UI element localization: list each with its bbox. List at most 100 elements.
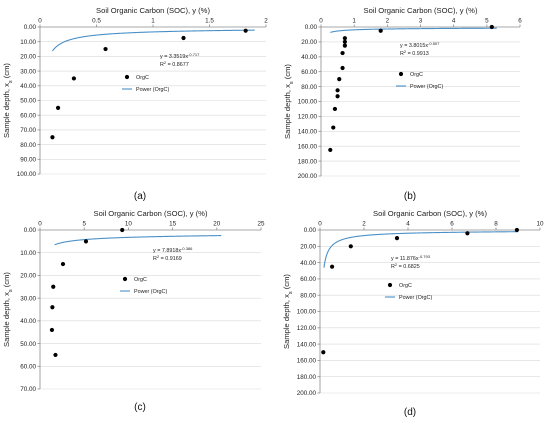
y-tick-label: 20.00 [301,39,317,46]
x-tick-label: 0 [38,221,42,228]
y-tick-label: 180.00 [297,374,317,381]
legend-marker-orgc [122,276,128,282]
panel-label: (a) [134,191,146,202]
y-axis-title: Sample depth, xs (cm) [283,64,295,139]
data-point [340,50,345,56]
fit-equation: y = 3.3519x-0.717 [160,52,200,61]
y-tick-label: 160.00 [297,358,317,365]
data-point [53,352,58,358]
y-tick-label: 0.00 [305,24,318,31]
fit-equation: y = 7.8918x-0.386 [153,246,193,255]
legend-marker-orgc [387,282,393,288]
r-squared: R2 = 0.9169 [153,254,182,263]
x-tick-label: 1 [151,18,155,25]
y-tick-label: 200.00 [297,390,317,397]
legend-marker-orgc [398,71,404,77]
data-point [342,39,347,45]
x-axis-title: Soil Organic Carbon (SOC), y (%) [373,209,487,218]
fit-curve [330,27,497,33]
legend-marker-orgc [124,74,130,80]
x-axis-title: Soil Organic Carbon (SOC), y (%) [94,209,208,218]
data-point [103,46,108,52]
data-point [378,28,383,33]
x-tick-label: 4 [406,221,410,228]
x-tick-label: 6 [450,221,454,228]
data-point [120,227,125,233]
y-tick-label: 100.00 [17,171,37,178]
x-tick-label: 10 [536,221,544,228]
data-point [514,227,520,233]
data-point [331,125,336,130]
y-tick-label: 50.00 [20,98,36,105]
y-tick-label: 60.00 [301,69,317,76]
x-tick-label: 2 [362,221,366,228]
y-tick-label: 160.00 [298,143,318,150]
legend-label-orgc: OrgC [410,72,423,78]
y-tick-label: 140.00 [298,129,318,136]
fit-curve [323,231,519,268]
y-tick-label: 20.00 [300,244,316,251]
y-tick-label: 0.00 [304,227,317,234]
y-axis-title: Sample depth, xs (cm) [2,272,14,347]
r-squared: R2 = 0.6825 [391,262,420,271]
x-tick-label: 5 [82,221,86,228]
y-tick-label: 100.00 [298,99,318,106]
data-point [55,105,61,110]
y-tick-label: 60.00 [300,276,316,283]
y-tick-label: 120.00 [297,325,317,332]
y-tick-label: 100.00 [297,309,317,316]
panel-label: (c) [134,402,146,413]
x-tick-label: 1 [352,18,356,25]
legend-label-power: Power (OrgC) [410,84,443,90]
y-tick-label: 40.00 [20,318,36,325]
data-point [328,147,333,153]
fit-equation: y = 3.8015x-0.507 [400,41,440,50]
data-point [465,231,470,236]
y-axis-title: Sample depth, xs (cm) [282,274,294,349]
x-tick-label: 0 [318,221,322,228]
data-point [330,264,335,269]
x-tick-label: 8 [494,221,498,228]
y-tick-label: 40.00 [301,54,317,61]
x-tick-label: 10 [125,221,133,228]
y-tick-label: 120.00 [298,114,318,121]
y-tick-label: 70.00 [20,386,36,393]
y-tick-label: 50.00 [20,341,36,348]
legend-label-power: Power (OrgC) [399,295,432,301]
x-tick-label: 1.5 [205,18,214,25]
data-point [243,28,248,33]
y-tick-label: 180.00 [298,158,318,165]
legend-label-orgc: OrgC [136,75,149,81]
chart-panel-2: 0 1 2 3 4 5 60.0020.0040.0060.0080.00100.00120… [283,6,522,202]
x-tick-label: 25 [257,221,265,228]
panel-label: (d) [404,407,416,418]
data-point [342,36,347,41]
y-tick-label: 30.00 [20,68,36,75]
data-point [181,35,186,41]
data-point [50,305,55,310]
y-tick-label: 80.00 [301,84,317,91]
x-axis-title: Soil Organic Carbon (SOC), y (%) [96,6,210,15]
y-tick-label: 140.00 [297,341,317,348]
x-tick-label: 3 [419,18,423,25]
r-squared: R2 = 0.9913 [400,49,429,58]
y-tick-label: 10.00 [20,39,36,46]
data-point [342,43,347,48]
x-tick-label: 2 [386,18,390,25]
data-point [321,350,326,355]
chart-panel-1: 0 0.5 1 1.5 20.0010.0020.0030.0040.0050.0060… [2,6,268,202]
data-point [348,244,353,249]
legend-label-orgc: OrgC [399,283,412,289]
y-tick-label: 40.00 [300,260,316,267]
y-tick-label: 60.00 [20,112,36,119]
panel-label: (b) [404,191,416,202]
data-point [394,236,400,241]
y-tick-label: 0.00 [24,227,37,234]
y-tick-label: 80.00 [20,142,36,149]
legend-label-power: Power (OrgC) [136,87,169,93]
r-squared: R2 = 0.8677 [160,60,189,69]
x-tick-label: 5 [485,18,489,25]
chart-panel-4: 0 2 4 6 8 100.0020.0040.0060.0080.00100.00120… [282,209,544,418]
x-tick-label: 6 [518,18,522,25]
fit-curve [51,29,255,52]
